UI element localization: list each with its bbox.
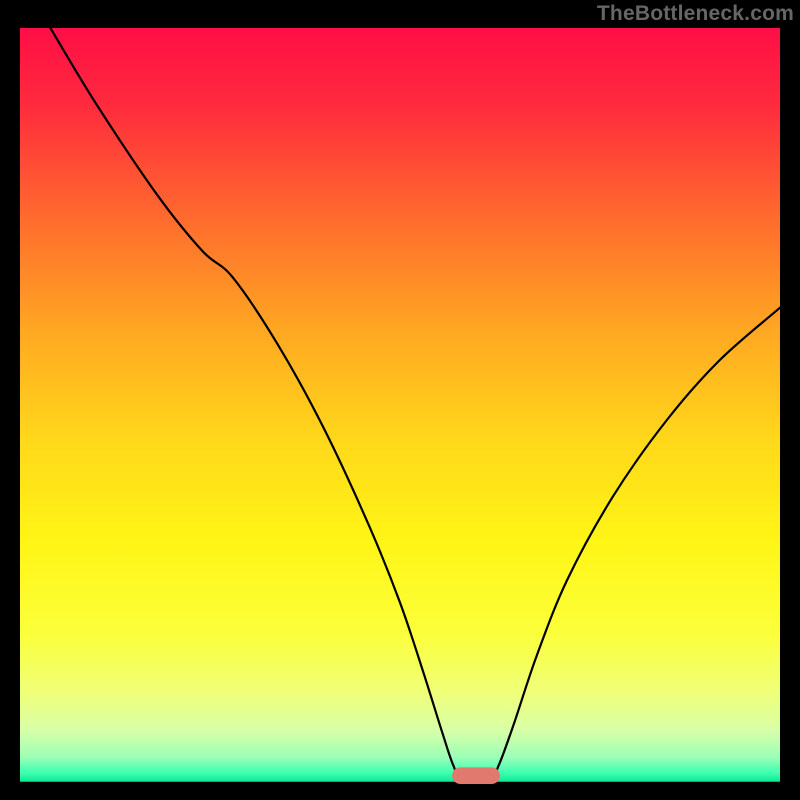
- chart-frame: TheBottleneck.com: [0, 0, 800, 800]
- chart-background: [20, 28, 780, 784]
- watermark-text: TheBottleneck.com: [597, 2, 794, 26]
- optimal-marker: [452, 767, 500, 784]
- chart-svg: [20, 28, 780, 784]
- bottleneck-chart: [20, 28, 780, 784]
